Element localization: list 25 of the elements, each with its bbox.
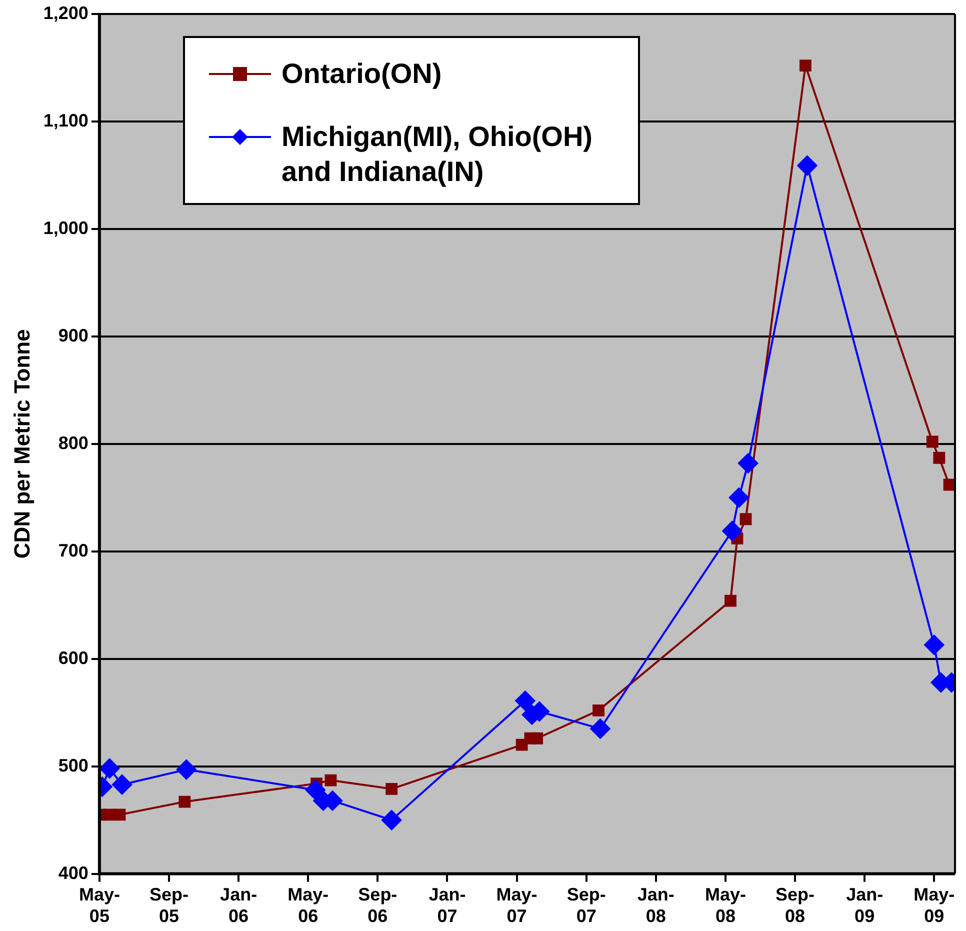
y-tick-label: 500	[58, 755, 88, 776]
y-tick-label: 900	[58, 325, 88, 346]
legend-label: Michigan(MI), Ohio(OH) and Indiana(IN)	[281, 120, 594, 189]
x-tick-label: Sep- 05	[149, 884, 189, 926]
y-axis-title: CDN per Metric Tonne	[9, 329, 34, 559]
y-tick-label: 1,200	[43, 2, 88, 23]
x-tick-label: Jan- 08	[637, 884, 674, 926]
x-tick-label: Sep- 08	[776, 884, 815, 926]
y-tick-label: 1,000	[43, 218, 88, 238]
legend-label: Ontario(ON)	[281, 57, 442, 91]
y-tick-label: 800	[58, 432, 88, 453]
y-tick-label: 600	[58, 648, 88, 668]
x-tick-label: May- 06	[288, 884, 329, 926]
x-tick-label: May- 05	[78, 884, 120, 926]
y-tick-label: 400	[58, 862, 88, 883]
x-tick-label: Sep- 06	[358, 884, 398, 926]
y-tick-label: 700	[58, 540, 88, 560]
x-tick-label: Sep- 07	[566, 884, 606, 926]
x-tick-label: Jan- 09	[846, 884, 884, 926]
y-tick-label: 1,100	[43, 110, 88, 130]
x-tick-label: May- 09	[914, 884, 955, 926]
x-tick-label: Jan- 06	[220, 884, 258, 926]
x-tick-label: Jan- 07	[428, 884, 466, 926]
x-tick-label: May- 07	[496, 884, 538, 926]
x-tick-label: May- 08	[704, 884, 746, 926]
